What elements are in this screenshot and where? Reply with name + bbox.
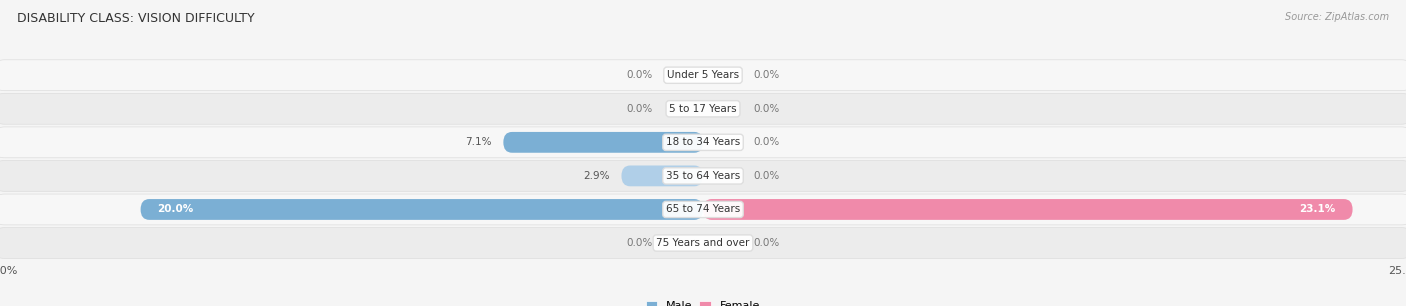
FancyBboxPatch shape	[503, 132, 703, 153]
FancyBboxPatch shape	[0, 127, 1406, 158]
Text: 0.0%: 0.0%	[754, 70, 780, 80]
Text: 0.0%: 0.0%	[754, 137, 780, 147]
Text: 7.1%: 7.1%	[465, 137, 492, 147]
Text: 0.0%: 0.0%	[754, 104, 780, 114]
Text: 0.0%: 0.0%	[754, 238, 780, 248]
FancyBboxPatch shape	[0, 194, 1406, 225]
Text: 0.0%: 0.0%	[626, 104, 652, 114]
Text: 0.0%: 0.0%	[626, 70, 652, 80]
Text: 0.0%: 0.0%	[626, 238, 652, 248]
FancyBboxPatch shape	[0, 60, 1406, 91]
Text: 5 to 17 Years: 5 to 17 Years	[669, 104, 737, 114]
FancyBboxPatch shape	[621, 166, 703, 186]
Text: 75 Years and over: 75 Years and over	[657, 238, 749, 248]
Text: Under 5 Years: Under 5 Years	[666, 70, 740, 80]
Text: 20.0%: 20.0%	[157, 204, 194, 215]
Text: 65 to 74 Years: 65 to 74 Years	[666, 204, 740, 215]
FancyBboxPatch shape	[0, 228, 1406, 259]
FancyBboxPatch shape	[0, 160, 1406, 191]
Text: 18 to 34 Years: 18 to 34 Years	[666, 137, 740, 147]
FancyBboxPatch shape	[141, 199, 703, 220]
Legend: Male, Female: Male, Female	[641, 297, 765, 306]
Text: Source: ZipAtlas.com: Source: ZipAtlas.com	[1285, 12, 1389, 22]
Text: 35 to 64 Years: 35 to 64 Years	[666, 171, 740, 181]
Text: 2.9%: 2.9%	[583, 171, 610, 181]
Text: 23.1%: 23.1%	[1299, 204, 1336, 215]
Text: DISABILITY CLASS: VISION DIFFICULTY: DISABILITY CLASS: VISION DIFFICULTY	[17, 12, 254, 25]
FancyBboxPatch shape	[703, 199, 1353, 220]
FancyBboxPatch shape	[0, 93, 1406, 124]
Text: 0.0%: 0.0%	[754, 171, 780, 181]
